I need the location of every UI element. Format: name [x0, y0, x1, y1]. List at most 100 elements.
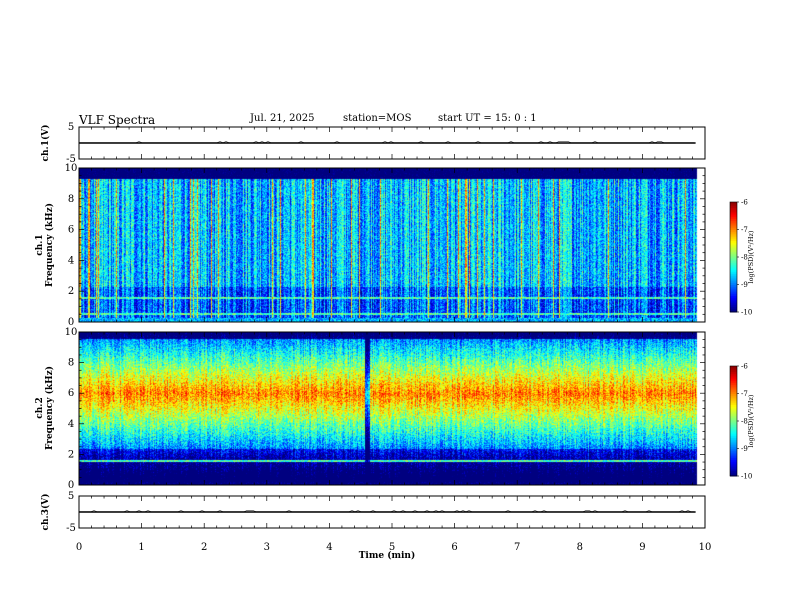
ch1-colorbar-swatch	[730, 205, 737, 208]
ch1-colorbar-label: -6	[741, 199, 748, 207]
ch2-colorbar-swatch	[730, 452, 737, 455]
ch2-colorbar-title: log(PSD)(V²/Hz)	[747, 394, 755, 447]
x-tick-label: 0	[76, 542, 82, 553]
ch1-colorbar-swatch	[730, 293, 737, 296]
x-tick-label: 1	[138, 542, 144, 553]
ch1-colorbar-swatch	[730, 275, 737, 278]
ch2-colorbar-swatch	[730, 408, 737, 411]
ch1-colorbar-swatch	[730, 202, 737, 205]
ch2-colorbar-swatch	[730, 444, 737, 448]
ch1-colorbar-swatch	[730, 308, 737, 311]
station-label: station=MOS	[343, 113, 412, 124]
ch1-colorbar-swatch	[730, 295, 737, 298]
ch2-colorbar-swatch	[730, 459, 737, 462]
ch2-colorbar-swatch	[730, 406, 737, 409]
ch1-colorbar-swatch	[730, 260, 737, 263]
chart-title: VLF Spectra	[79, 113, 156, 127]
x-axis-label: Time (min)	[359, 550, 416, 561]
ch1-colorbar-swatch	[730, 271, 737, 274]
ch1-colorbar-swatch	[730, 236, 737, 240]
x-tick-label: 6	[451, 542, 457, 553]
ch1-colorbar-label: -10	[741, 309, 752, 317]
ch2-colorbar-swatch	[730, 443, 737, 446]
ch1-colorbar-swatch	[730, 225, 737, 229]
ch2-colorbar-swatch	[730, 457, 737, 460]
ch2-colorbar-swatch	[730, 433, 737, 437]
ch1-colorbar-swatch	[730, 279, 737, 282]
ch2-colorbar-swatch	[730, 454, 737, 457]
ch3-waveform-trace-noise	[78, 510, 694, 512]
ch2-colorbar-swatch	[730, 474, 737, 477]
ch2-channel-label: ch.2	[35, 397, 45, 418]
ch1-colorbar-swatch	[730, 301, 737, 304]
ch2-colorbar-swatch	[730, 366, 737, 369]
ch1-colorbar-swatch	[730, 273, 737, 276]
ch2-colorbar-swatch	[730, 367, 737, 371]
ch2-colorbar-swatch	[730, 410, 737, 413]
ch1-colorbar-swatch	[730, 211, 737, 214]
x-tick-label: 10	[699, 542, 712, 553]
ch2-colorbar-swatch	[730, 397, 737, 400]
ch1-colorbar-swatch	[730, 246, 737, 249]
ch1-colorbar-swatch	[730, 222, 737, 225]
ch2-spectrogram-ytick-label: 0	[68, 480, 74, 491]
ch2-colorbar-swatch	[730, 369, 737, 372]
ch1-colorbar-swatch	[730, 203, 737, 207]
ch2-colorbar-swatch	[730, 378, 737, 382]
x-tick-label: 9	[639, 542, 645, 553]
ch2-colorbar-swatch	[730, 446, 737, 449]
ch1-colorbar-swatch	[730, 282, 737, 285]
ch2-colorbar-swatch	[730, 382, 737, 385]
ch3-waveform-ytick-label: -5	[66, 523, 76, 534]
ch2-colorbar-swatch	[730, 419, 737, 422]
ch2-colorbar-swatch	[730, 411, 737, 415]
ch2-colorbar-label: -10	[741, 473, 752, 481]
ch3-waveform-ylabel: ch.3(V)	[40, 494, 51, 531]
ch2-colorbar-swatch	[730, 380, 737, 383]
ch1-colorbar-swatch	[730, 291, 737, 295]
ch1-colorbar-swatch	[730, 257, 737, 260]
ch1-colorbar-swatch	[730, 277, 737, 280]
ch1-colorbar-swatch	[730, 244, 737, 247]
ch2-colorbar-swatch	[730, 426, 737, 429]
ch2-colorbar-swatch	[730, 448, 737, 451]
ch1-spectrogram	[79, 168, 705, 322]
ch2-colorbar-swatch	[730, 437, 737, 440]
ch1-colorbar-swatch	[730, 227, 737, 230]
ch1-spectrogram-ytick-label: 0	[68, 317, 74, 328]
ch2-colorbar-swatch	[730, 391, 737, 394]
ch1-colorbar-swatch	[730, 209, 737, 212]
ch1-colorbar-swatch	[730, 286, 737, 289]
ch2-colorbar-swatch	[730, 388, 737, 391]
ch2-colorbar-swatch	[730, 465, 737, 468]
ch1-colorbar-swatch	[730, 214, 737, 218]
ch1-waveform-ylabel: ch.1(V)	[40, 125, 51, 162]
start-time-label: start UT = 15: 0 : 1	[438, 113, 537, 124]
x-tick-label: 3	[264, 542, 270, 553]
ch2-colorbar-swatch	[730, 470, 737, 473]
ch2-colorbar-swatch	[730, 455, 737, 459]
ch2-colorbar-label: -9	[741, 445, 748, 453]
ch2-colorbar-swatch	[730, 435, 737, 438]
ch2-spectrogram-ytick-label: 8	[68, 358, 74, 369]
ch1-colorbar-swatch	[730, 240, 737, 243]
ch1-spectrogram-ytick-label: 8	[68, 194, 74, 205]
ch2-colorbar-swatch	[730, 468, 737, 471]
ch2-colorbar-swatch	[730, 384, 737, 387]
ch2-colorbar-swatch	[730, 439, 737, 442]
ch1-colorbar-swatch	[730, 269, 737, 273]
ch3-waveform-ytick-label: 5	[68, 491, 74, 502]
ch2-colorbar-swatch	[730, 428, 737, 431]
ch1-colorbar-swatch	[730, 258, 737, 262]
ch2-colorbar-swatch	[730, 371, 737, 374]
ch2-colorbar-swatch	[730, 404, 737, 407]
ch2-colorbar-swatch	[730, 395, 737, 398]
x-tick-label: 5	[389, 542, 395, 553]
ch1-channel-label: ch.1	[35, 234, 45, 255]
ch2-colorbar-label: -6	[741, 363, 748, 371]
ch1-colorbar-swatch	[730, 238, 737, 241]
ch1-colorbar-swatch	[730, 262, 737, 265]
ch1-colorbar-swatch	[730, 280, 737, 284]
x-tick-label: 2	[201, 542, 207, 553]
ch1-colorbar-swatch	[730, 242, 737, 245]
